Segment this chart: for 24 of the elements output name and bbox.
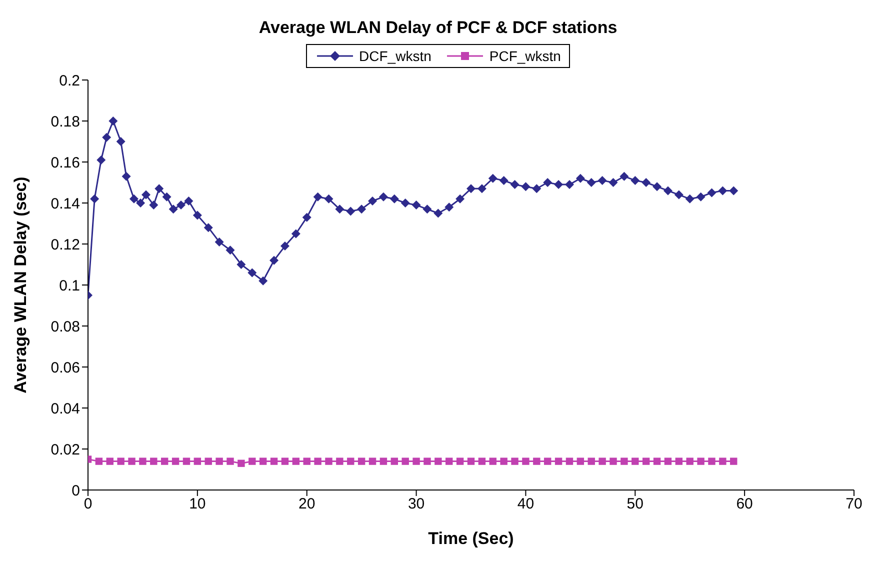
y-tick-label: 0.1	[59, 277, 80, 294]
legend-label: DCF_wkstn	[359, 48, 432, 64]
y-tick-label: 0.12	[50, 236, 80, 254]
x-tick-label: 30	[408, 496, 425, 513]
x-tick-label: 0	[84, 496, 92, 513]
y-tick-label: 0.2	[59, 72, 80, 90]
x-tick-label: 50	[626, 496, 644, 513]
x-tick-label: 40	[517, 496, 534, 513]
y-axis-title: Average WLAN Delay (sec)	[11, 176, 30, 394]
x-tick-label: 60	[736, 496, 753, 513]
y-tick-label: 0	[72, 482, 80, 500]
x-tick-label: 10	[189, 496, 206, 513]
y-tick-label: 0.02	[50, 441, 80, 458]
x-tick-label: 20	[298, 496, 316, 513]
y-tick-label: 0.08	[50, 318, 80, 336]
x-tick-label: 70	[846, 496, 862, 513]
y-tick-label: 0.16	[50, 154, 80, 172]
y-tick-label: 0.18	[50, 113, 80, 130]
x-axis-title: Time (Sec)	[428, 529, 514, 548]
y-tick-label: 0.14	[50, 195, 80, 212]
y-tick-label: 0.04	[50, 400, 80, 418]
legend-label: PCF_wkstn	[489, 48, 561, 64]
chart-title: Average WLAN Delay of PCF & DCF stations	[258, 17, 618, 38]
y-tick-label: 0.06	[50, 359, 80, 376]
